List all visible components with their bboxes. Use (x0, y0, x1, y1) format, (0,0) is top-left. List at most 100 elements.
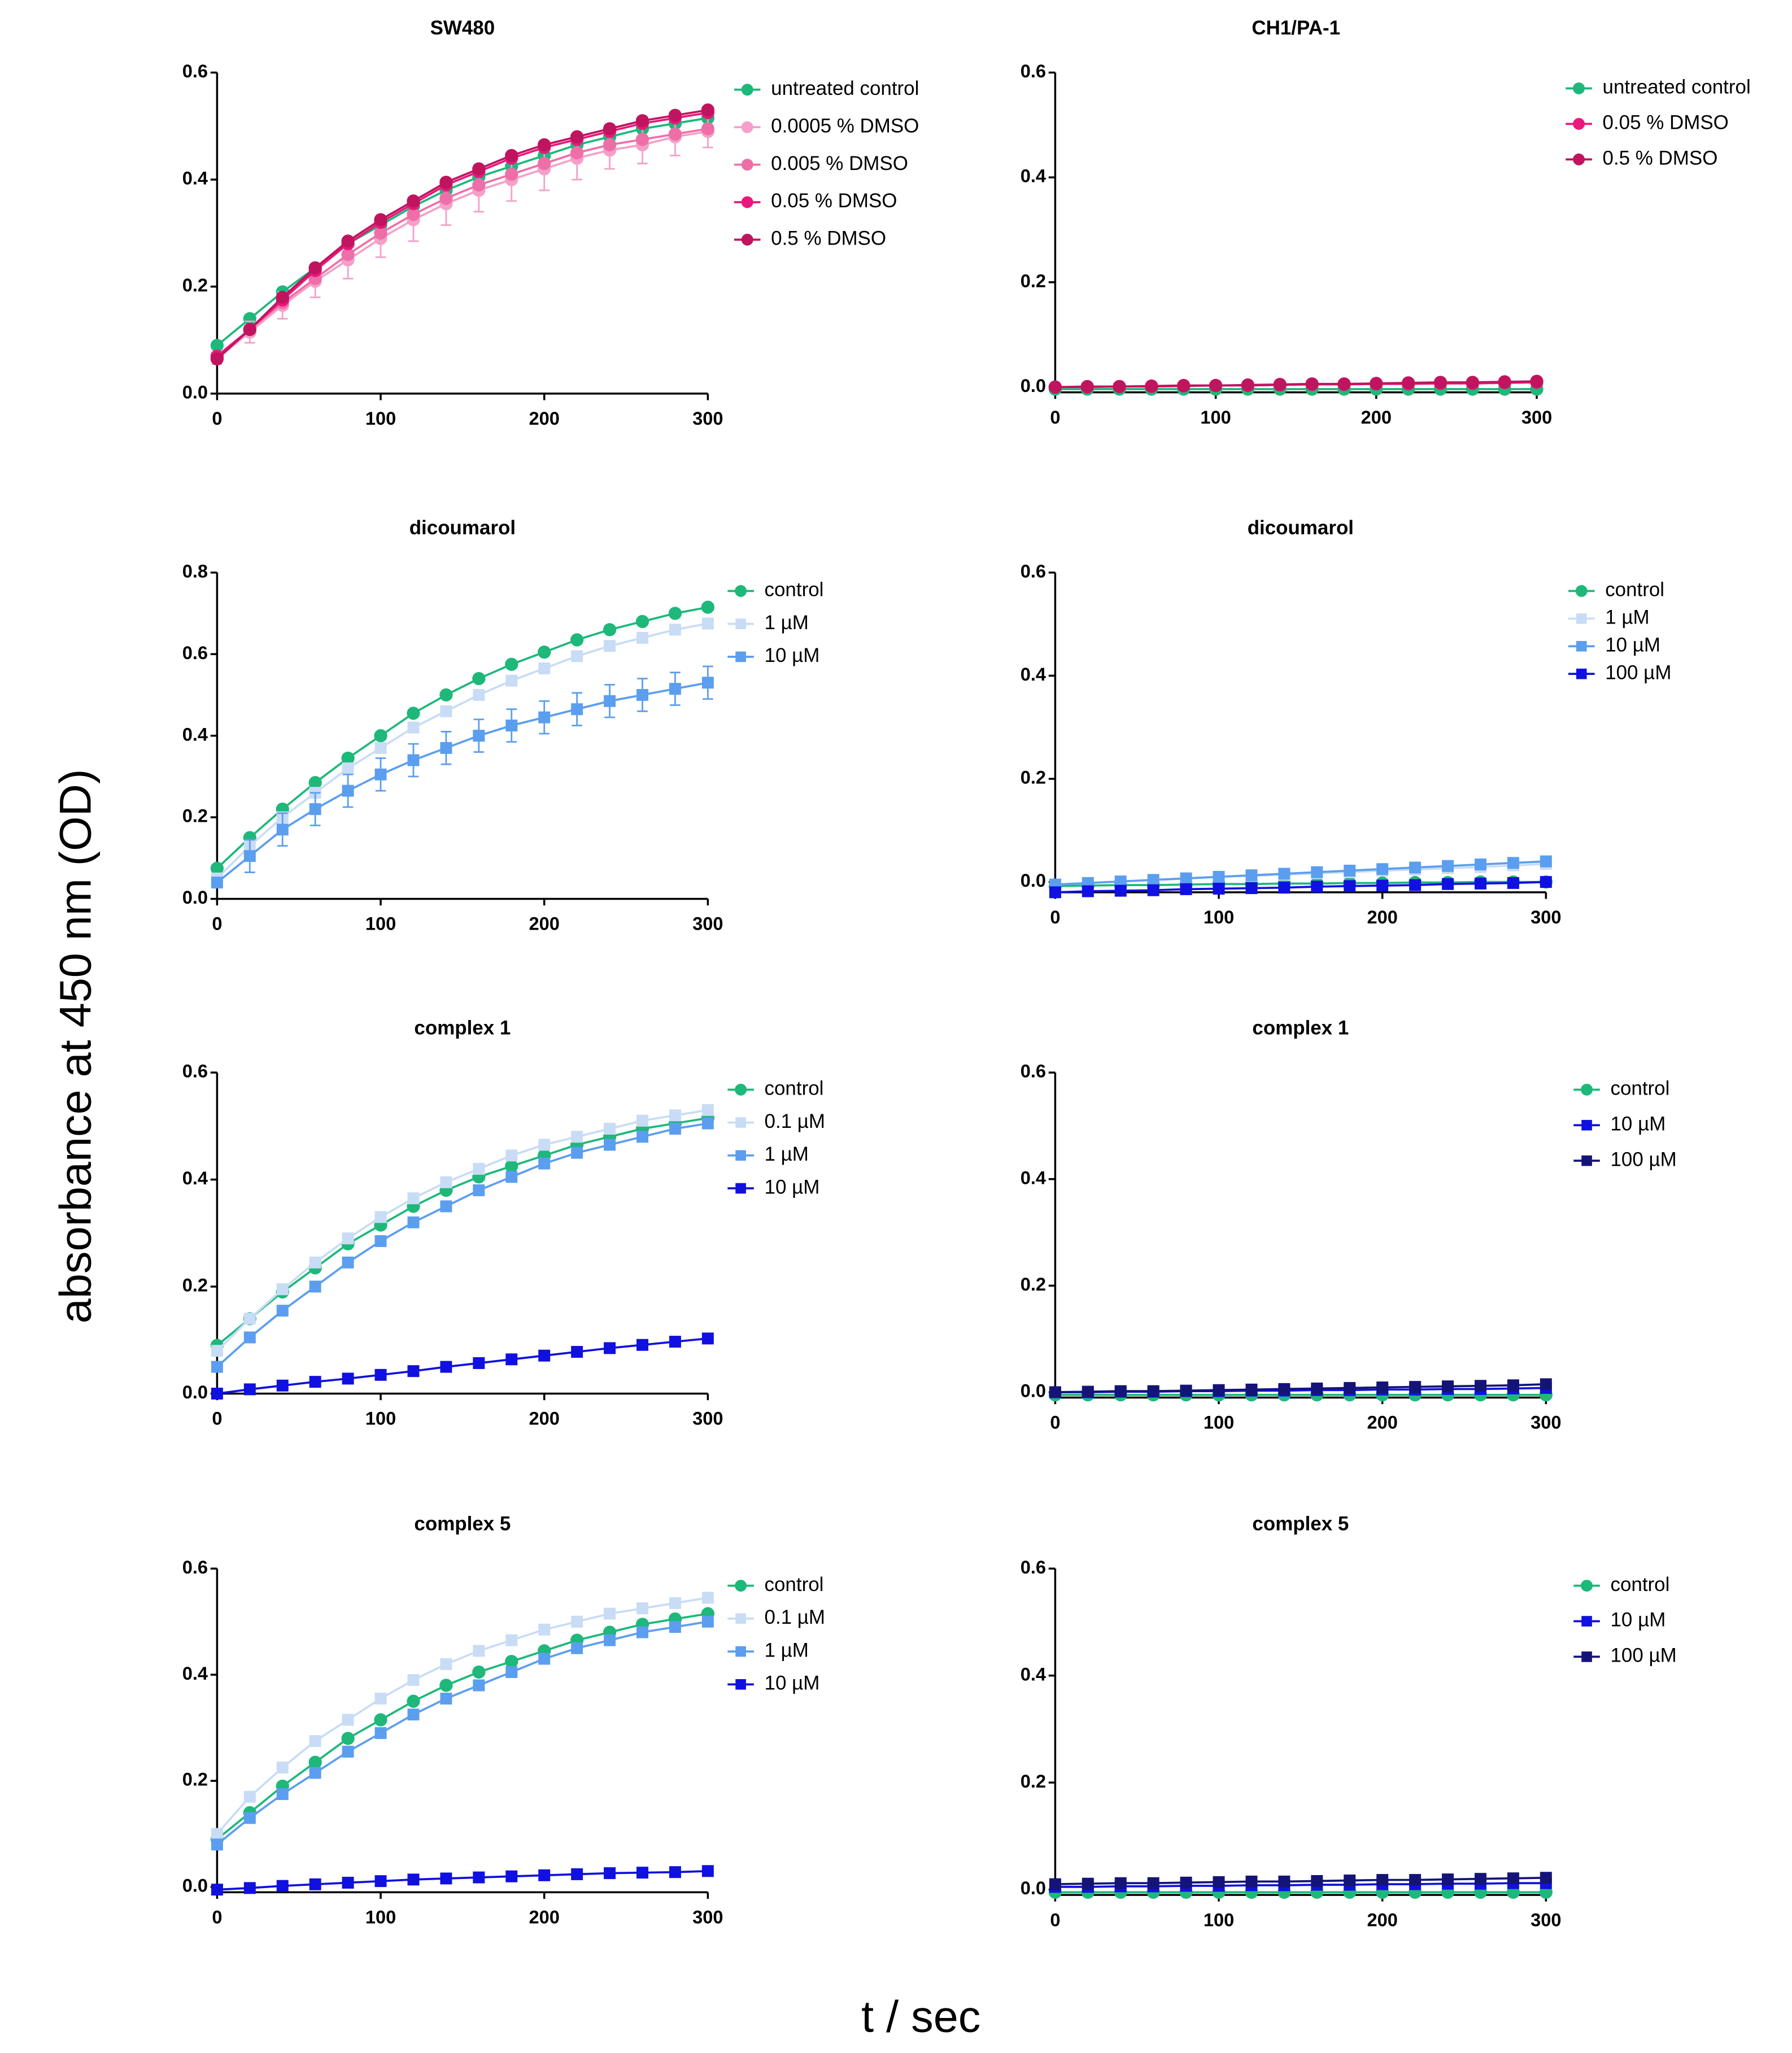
marker (473, 730, 485, 742)
marker (1213, 1876, 1225, 1888)
marker (505, 1171, 518, 1183)
marker (243, 1313, 256, 1325)
marker (1145, 379, 1158, 393)
marker (440, 1658, 452, 1670)
marker (538, 1623, 551, 1636)
marker (276, 1379, 289, 1392)
marker (407, 1708, 420, 1721)
marker (342, 784, 354, 797)
legend-marker (1576, 668, 1587, 679)
marker (211, 1828, 223, 1840)
marker (669, 1621, 681, 1633)
chart-title: complex 1 (414, 1017, 511, 1039)
marker (1507, 1379, 1519, 1392)
x-tick-label: 200 (1361, 407, 1392, 428)
marker (1241, 378, 1255, 392)
series-line (216, 1109, 708, 1352)
legend-label: 10 µM (765, 1672, 820, 1694)
chart-title: dicoumarol (1248, 517, 1354, 539)
legend-label: untreated control (1603, 76, 1751, 98)
marker (571, 650, 583, 662)
marker (1475, 858, 1486, 871)
marker (341, 1732, 355, 1745)
series-line (216, 130, 708, 360)
marker (1311, 1875, 1323, 1887)
marker (570, 633, 584, 647)
marker (473, 1184, 485, 1196)
legend-label: 1 µM (1605, 607, 1649, 629)
marker (211, 1838, 223, 1851)
marker (440, 1872, 452, 1885)
marker (439, 176, 453, 189)
marker (211, 1361, 223, 1373)
legend-label: 100 µM (1611, 1148, 1677, 1170)
marker (374, 1713, 387, 1727)
marker (1507, 1872, 1519, 1885)
legend-label: untreated control (771, 77, 919, 99)
marker (472, 178, 486, 192)
marker (538, 156, 551, 171)
marker (407, 1873, 420, 1886)
x-tick-label: 300 (692, 408, 723, 429)
marker (341, 234, 355, 248)
marker (440, 1361, 452, 1373)
marker (1180, 1384, 1192, 1397)
marker (407, 1216, 420, 1228)
marker (1498, 375, 1511, 389)
marker (538, 711, 551, 723)
marker (276, 823, 289, 836)
marker (635, 614, 649, 629)
x-tick-label: 300 (1531, 1909, 1561, 1930)
marker (669, 1336, 681, 1348)
marker (505, 1149, 518, 1162)
marker (439, 1679, 453, 1692)
marker (1475, 1873, 1486, 1885)
marker (1082, 885, 1094, 897)
marker (1209, 378, 1223, 393)
y-tick-label: 0.6 (1021, 1557, 1046, 1577)
y-tick-label: 0.6 (1021, 60, 1046, 81)
legend-label: 0.0005 % DMSO (771, 115, 919, 137)
marker (440, 705, 452, 717)
x-tick-label: 200 (1367, 906, 1397, 927)
marker (1311, 881, 1323, 893)
marker (473, 688, 485, 701)
marker (701, 122, 715, 136)
series-line (216, 1597, 708, 1835)
legend-marker (735, 651, 746, 662)
y-tick-label: 0.0 (1021, 1380, 1046, 1401)
marker (1540, 855, 1552, 868)
marker (1049, 1386, 1061, 1398)
marker (473, 1357, 485, 1369)
y-tick-label: 0.4 (182, 1663, 208, 1684)
series-line (1055, 380, 1537, 389)
marker (1442, 878, 1454, 890)
x-tick-label: 200 (529, 913, 559, 934)
marker (1245, 882, 1258, 895)
legend-marker (735, 1580, 747, 1592)
marker (1409, 1381, 1422, 1393)
marker (308, 1755, 322, 1769)
marker (407, 754, 420, 766)
x-tick-label: 0 (1050, 407, 1060, 428)
marker (570, 146, 584, 160)
marker (1409, 1874, 1422, 1886)
marker (439, 688, 453, 702)
x-tick-label: 200 (1367, 1909, 1397, 1930)
marker (309, 1767, 321, 1779)
marker (603, 138, 617, 152)
x-tick-label: 100 (365, 408, 396, 429)
marker (1402, 376, 1415, 390)
series-line (1055, 1882, 1546, 1888)
y-tick-label: 0.4 (182, 723, 208, 744)
series-line (216, 1122, 708, 1368)
marker (440, 1176, 452, 1188)
marker (473, 1679, 485, 1692)
marker (309, 1376, 321, 1388)
marker (669, 683, 681, 695)
marker (571, 703, 583, 716)
marker (1082, 1385, 1094, 1398)
legend-marker (1573, 82, 1585, 94)
x-tick-label: 100 (365, 1907, 396, 1928)
legend-label: control (1611, 1078, 1670, 1100)
